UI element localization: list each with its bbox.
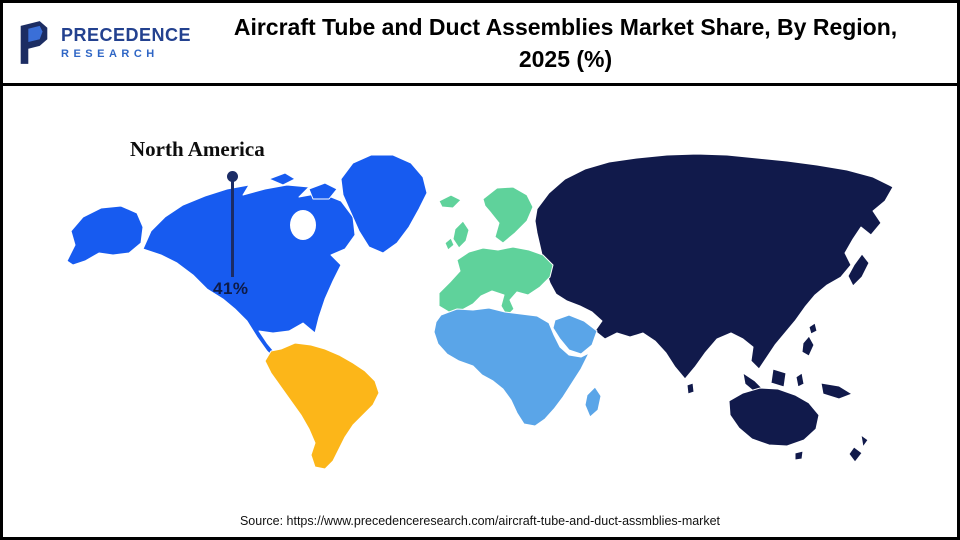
sri-lanka: [686, 382, 695, 395]
baffin-island: [308, 182, 338, 200]
japan: [847, 253, 870, 287]
brand-subname: RESEARCH: [61, 48, 159, 61]
scandinavia: [482, 186, 534, 244]
new-zealand-south: [848, 446, 863, 463]
annotation-leader-line: [231, 181, 234, 277]
greenland: [340, 154, 428, 254]
sulawesi: [795, 372, 805, 388]
chart-title-line2: 2025 (%): [518, 46, 613, 72]
annotation-region-label: North America: [130, 137, 265, 161]
hudson-bay: [290, 210, 316, 240]
source-line: Source: https://www.precedenceresearch.c…: [3, 514, 957, 528]
region-asia-pacific: [534, 153, 894, 463]
map-area: North America 41% Source: https://www.pr…: [3, 89, 957, 537]
south-america: [264, 342, 380, 470]
alaska: [66, 205, 144, 266]
region-europe: [438, 186, 554, 317]
world-map: [66, 153, 894, 470]
chart-title: Aircraft Tube and Duct Assemblies Market…: [200, 11, 945, 75]
ireland: [444, 237, 455, 251]
chart-title-line1: Aircraft Tube and Duct Assemblies Market…: [233, 13, 898, 40]
region-south-america: [264, 342, 380, 470]
region-middle-east-africa: [433, 307, 602, 427]
tasmania: [794, 450, 804, 461]
asia-mainland: [534, 153, 894, 380]
great-britain: [452, 220, 470, 249]
source-text: Source: https://www.precedenceresearch.c…: [239, 514, 721, 528]
annotation-share-value: 41%: [213, 279, 249, 298]
region-north-america: [66, 154, 428, 384]
iceland: [438, 194, 462, 209]
arabian-peninsula: [552, 314, 598, 355]
taiwan: [808, 322, 818, 335]
precedence-logo-icon: [20, 21, 48, 64]
header: PRECEDENCE RESEARCH Aircraft Tube and Du…: [3, 3, 957, 86]
philippines: [801, 335, 815, 357]
africa: [433, 307, 590, 427]
madagascar: [584, 386, 602, 418]
europe-mainland: [438, 246, 554, 317]
annotation-dot: [227, 171, 238, 182]
brand-wordmark: PRECEDENCE RESEARCH: [61, 24, 192, 61]
borneo: [770, 368, 787, 388]
new-guinea: [820, 382, 853, 400]
victoria-island: [268, 172, 296, 186]
new-zealand-north: [860, 434, 869, 448]
brand-logo: PRECEDENCE RESEARCH: [15, 20, 200, 66]
australia: [728, 387, 820, 447]
brand-name: PRECEDENCE: [61, 24, 192, 45]
